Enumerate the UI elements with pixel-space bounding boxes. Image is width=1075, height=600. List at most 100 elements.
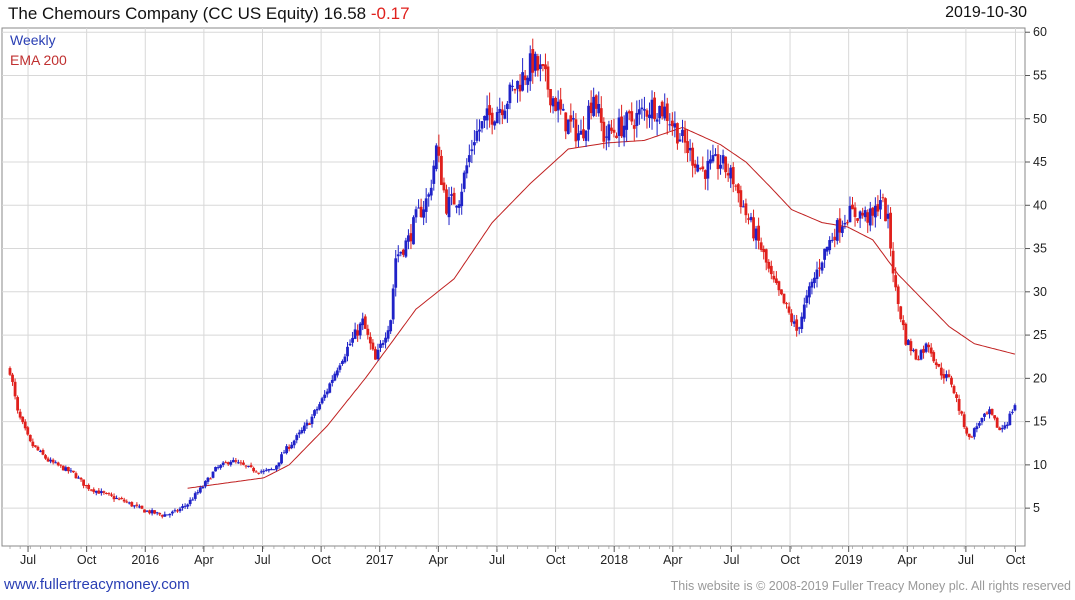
candle-body (828, 240, 832, 251)
candle-body (924, 343, 928, 352)
candle-body (259, 471, 263, 473)
candle-body (584, 130, 588, 141)
candle-body (457, 204, 461, 208)
candle-body (767, 261, 771, 269)
x-tick-label: Oct (780, 553, 800, 567)
candle-body (726, 173, 730, 176)
candle-body (419, 206, 423, 217)
x-tick-label: Oct (311, 553, 331, 567)
candle-body (617, 117, 621, 136)
candle-body (670, 120, 674, 127)
candle-body (127, 502, 131, 504)
candle-body (947, 374, 951, 377)
candle-body (635, 112, 639, 126)
candle-body (818, 267, 821, 269)
candle-body (465, 165, 469, 174)
site-link[interactable]: www.fullertreacymoney.com (4, 576, 190, 593)
candle-body (523, 75, 527, 81)
candle-body (374, 349, 377, 360)
candle-body (972, 428, 976, 437)
candle-body (148, 510, 151, 514)
candle-body (206, 477, 210, 482)
candle-body (622, 125, 626, 138)
candle-body (967, 433, 971, 437)
candle-body (526, 77, 530, 85)
candle-body (107, 493, 111, 495)
candle-body (873, 205, 877, 218)
candle-body (825, 246, 829, 252)
candle-body (625, 112, 629, 130)
candle-body (396, 254, 400, 257)
candle-body (660, 101, 664, 117)
candle-body (754, 228, 758, 241)
candle-body (719, 164, 722, 169)
candle-body (290, 444, 294, 449)
x-tick-label: Jul (255, 553, 271, 567)
candle-body (820, 262, 824, 271)
candle-body (665, 103, 669, 122)
candle-body (257, 472, 261, 474)
candle-body (366, 328, 370, 335)
candle-body (637, 109, 641, 115)
candle-body (191, 499, 195, 501)
candle-body (97, 490, 101, 494)
candle-body (346, 346, 349, 357)
candle-body (117, 498, 121, 500)
candle-body (102, 491, 106, 493)
y-tick-label: 40 (1033, 198, 1047, 212)
candle-body (69, 470, 73, 472)
candle-body (158, 512, 162, 515)
candle-body (792, 321, 796, 324)
candle-body (313, 410, 316, 416)
candle-body (835, 220, 839, 241)
legend-ema: EMA 200 (10, 52, 67, 68)
candle-body (424, 198, 428, 212)
candle-body (16, 397, 20, 411)
candle-body (922, 348, 925, 353)
ema-layer (187, 126, 1016, 489)
candle-body (452, 192, 456, 205)
plot-frame (1, 27, 1026, 547)
candle-body (282, 452, 286, 454)
candle-body (427, 194, 431, 197)
candle-body (729, 167, 733, 179)
candle-body (833, 236, 837, 241)
candle-body (219, 465, 223, 468)
candle-body (173, 510, 177, 512)
candle-body (556, 101, 560, 111)
candle-body (889, 212, 892, 249)
candle-body (541, 64, 545, 67)
candle-body (807, 286, 811, 298)
candle-body (239, 462, 243, 464)
candle-body (234, 460, 238, 462)
candle-body (460, 191, 464, 207)
candle-body (1008, 413, 1012, 426)
x-tick-label: 2019 (835, 553, 863, 567)
candle-body (797, 327, 801, 329)
y-tick-label: 30 (1033, 285, 1047, 299)
candle-body (714, 154, 717, 156)
candle-body (757, 225, 761, 241)
candle-body (74, 473, 78, 479)
candle-body (28, 434, 32, 442)
candle-body (84, 484, 88, 486)
candle-body (221, 462, 225, 466)
candle-body (551, 98, 555, 107)
candle-body (696, 164, 700, 172)
candle-body (150, 510, 154, 514)
x-tick-label: Jul (958, 553, 974, 567)
candles (8, 38, 1017, 519)
ema-line (187, 126, 1016, 489)
candle-body (300, 430, 304, 434)
candle-body (795, 319, 799, 331)
candle-body (678, 139, 682, 142)
candle-body (759, 242, 763, 250)
y-tick-label: 15 (1033, 415, 1047, 429)
candle-body (995, 417, 999, 428)
candle-body (983, 413, 986, 417)
candle-body (254, 471, 258, 473)
candle-body (394, 258, 398, 288)
candle-body (851, 204, 854, 210)
candle-body (965, 427, 969, 434)
candle-body (231, 460, 235, 463)
